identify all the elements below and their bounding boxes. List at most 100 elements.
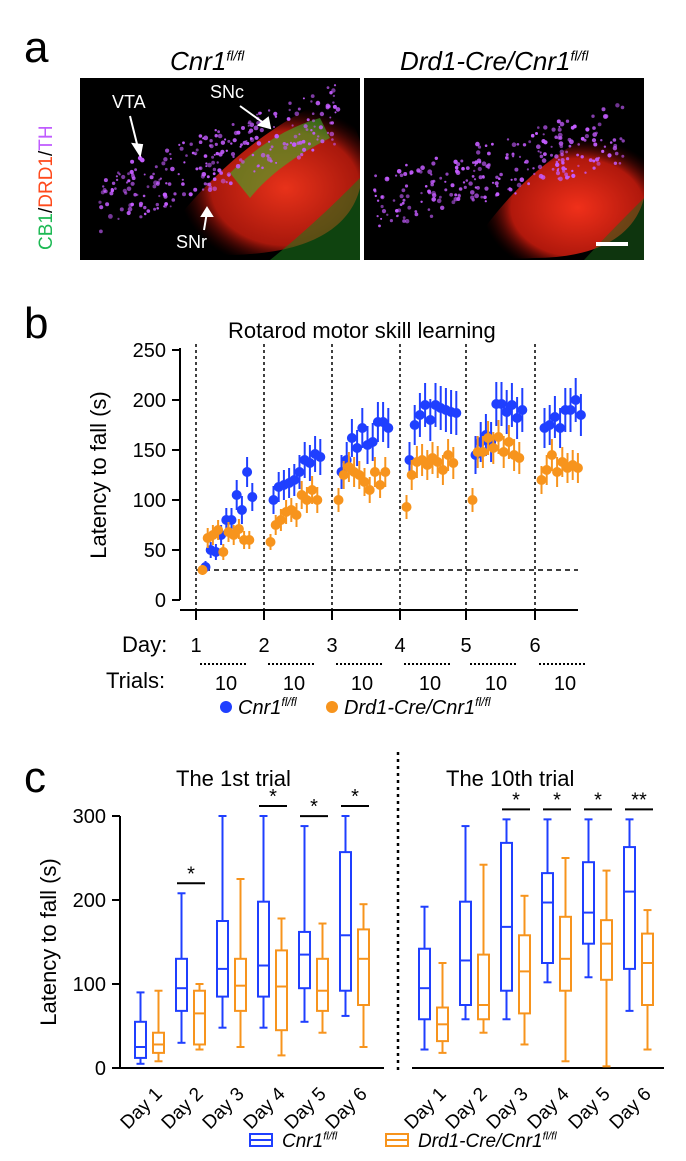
scale-bar bbox=[596, 242, 628, 246]
chart-b-point-s0-d1-t4 bbox=[289, 475, 300, 485]
chart-c-left-sig-label-c3: * bbox=[269, 786, 277, 808]
panel-b-letter: b bbox=[24, 299, 49, 348]
stain-label-2: DRD1 bbox=[36, 156, 57, 208]
chart-b-day-label-3: 4 bbox=[394, 635, 405, 657]
chart-c-left-box-s1-c4 bbox=[316, 957, 329, 1012]
chart-b-point-s0-d4-t9 bbox=[517, 405, 528, 415]
chart-b-point-s0-d5-t7 bbox=[575, 410, 586, 420]
chart-c-right-xtick-label-c1: Day 2 bbox=[442, 1084, 492, 1134]
chart-c-ytick-label-2: 200 bbox=[73, 890, 106, 912]
chart-b-ytick-label-5: 250 bbox=[133, 340, 166, 362]
stain-label-4: TH bbox=[36, 125, 57, 151]
chart-b-point-s1-d5-t3 bbox=[552, 467, 563, 477]
chart-c-left-xtick-label-c4: Day 5 bbox=[281, 1084, 331, 1134]
chart-c-left-xtick-label-c2: Day 3 bbox=[199, 1084, 249, 1134]
chart-c-right-box-s1-c1 bbox=[477, 953, 490, 1021]
chart-b-point-s0-d1-t0 bbox=[268, 495, 279, 505]
chart-c-ytick-label-3: 300 bbox=[73, 806, 106, 828]
chart-b-point-s0-d3-t3 bbox=[420, 400, 431, 410]
chart-b-ytick-label-1: 50 bbox=[144, 540, 166, 562]
chart-c-right-xtick-label-c4: Day 5 bbox=[565, 1084, 615, 1134]
label-snr: SNr bbox=[176, 232, 207, 252]
stain-label-1: / bbox=[36, 207, 57, 214]
chart-b-point-s0-d5-t6 bbox=[570, 395, 581, 405]
chart-b-point-s1-d3-t7 bbox=[437, 465, 448, 475]
chart-c-left-box-s0-c1 bbox=[175, 957, 188, 1012]
chart-b-legend-label-1: Drd1-Cre/Cnr1fl/fl bbox=[344, 695, 491, 719]
chart-b-point-s0-d0-t7 bbox=[236, 505, 247, 515]
chart-b-point-s1-d2-t1 bbox=[338, 470, 349, 480]
chart-b-day-label-4: 5 bbox=[460, 635, 471, 657]
chart-b-point-s1-d4-t4 bbox=[488, 443, 499, 453]
panel-c-letter: c bbox=[24, 753, 46, 802]
chart-b-point-s1-d4-t2 bbox=[477, 447, 488, 457]
chart-c-right-box-s0-c5 bbox=[623, 846, 636, 970]
chart-b-point-s1-d3-t0 bbox=[401, 502, 412, 512]
panel-a-right-title: Drd1-Cre/Cnr1fl/fl bbox=[400, 46, 588, 77]
chart-c-left-box-s0-c4 bbox=[298, 930, 311, 990]
chart-c-right-title: The 10th trial bbox=[446, 766, 574, 791]
chart-c-right-xtick-label-c2: Day 3 bbox=[483, 1084, 533, 1134]
chart-b-point-s0-d5-t2 bbox=[549, 412, 560, 422]
chart-b-point-s1-d5-t7 bbox=[572, 463, 583, 473]
chart-c-legend-label-0: Cnr1fl/fl bbox=[282, 1130, 338, 1152]
chart-b-day-label-0: 1 bbox=[190, 635, 201, 657]
chart-c-left-box-s0-c3 bbox=[257, 900, 270, 998]
chart-c-left-xtick-label-c0: Day 1 bbox=[117, 1084, 167, 1134]
chart-b-ytick-label-0: 0 bbox=[155, 590, 166, 612]
left-title-sup: fl/fl bbox=[226, 47, 245, 64]
chart-b-point-s0-d2-t6 bbox=[367, 437, 378, 447]
chart-b-point-s1-d4-t3 bbox=[483, 433, 494, 443]
chart-c-left-title: The 1st trial bbox=[176, 766, 291, 791]
left-title-text: Cnr1 bbox=[170, 46, 227, 76]
chart-c-right-box-s0-c2 bbox=[500, 841, 513, 992]
chart-c-left-xtick-label-c1: Day 2 bbox=[158, 1084, 208, 1134]
chart-c-left-box-s0-c2 bbox=[216, 920, 229, 998]
chart-c-right-box-s0-c0 bbox=[418, 947, 431, 1021]
chart-c-left-xtick-label-c5: Day 6 bbox=[322, 1084, 372, 1134]
chart-c-left-box-s1-c5 bbox=[357, 928, 370, 1006]
chart-b-point-s1-d0-t9 bbox=[244, 535, 255, 545]
stain-label-3: / bbox=[36, 150, 57, 157]
boxplot-chart: The 1st trial The 10th trial Latency to fa… bbox=[36, 752, 664, 1152]
chart-b-legend-label-0: Cnr1fl/fl bbox=[238, 695, 297, 719]
chart-b-point-s1-d0-t7 bbox=[233, 524, 244, 534]
chart-b-trials-count-5: 10 bbox=[554, 673, 576, 695]
chart-b-point-s0-d4-t5 bbox=[496, 399, 507, 409]
chart-b-point-s0-d2-t4 bbox=[357, 423, 368, 433]
chart-b-point-s1-d3-t8 bbox=[443, 450, 454, 460]
chart-c-right-box-s0-c3 bbox=[541, 872, 554, 964]
chart-b-point-s1-d2-t6 bbox=[364, 485, 375, 495]
chart-b-point-s1-d1-t5 bbox=[291, 510, 302, 520]
chart-c-left-box-s1-c3 bbox=[275, 949, 288, 1032]
chart-b-point-s1-d2-t9 bbox=[380, 467, 391, 477]
chart-b-point-s0-d1-t5 bbox=[294, 467, 305, 477]
chart-b-point-s0-d1-t9 bbox=[315, 452, 326, 462]
chart-b-day-label-5: 6 bbox=[529, 635, 540, 657]
chart-b-title: Rotarod motor skill learning bbox=[228, 318, 496, 343]
chart-b-ytick-label-2: 100 bbox=[133, 490, 166, 512]
chart-b-point-s0-d5-t3 bbox=[555, 423, 566, 433]
stain-label-0: CB1 bbox=[36, 213, 57, 250]
chart-b-point-s1-d3-t6 bbox=[432, 457, 443, 467]
chart-b-point-s0-d1-t7 bbox=[304, 458, 315, 468]
chart-c-left-xtick-label-c3: Day 4 bbox=[240, 1083, 290, 1133]
micrograph-control bbox=[80, 78, 360, 260]
chart-c-left-box-s1-c1 bbox=[193, 989, 206, 1046]
chart-b-point-s0-d4-t8 bbox=[512, 413, 523, 423]
chart-c-left-sig-label-c4: * bbox=[310, 796, 318, 818]
chart-c-left-box-s1-c0 bbox=[152, 1031, 165, 1054]
chart-b-trials-count-2: 10 bbox=[351, 673, 373, 695]
chart-b-point-s1-d0-t0 bbox=[197, 565, 208, 575]
rotarod-chart: Rotarod motor skill learning Latency to f… bbox=[86, 318, 587, 719]
chart-b-point-s1-d1-t0 bbox=[265, 537, 276, 547]
chart-b-point-s0-d5-t5 bbox=[565, 405, 576, 415]
chart-b-point-s0-d0-t9 bbox=[247, 492, 258, 502]
chart-c-right-sig-label-c3: * bbox=[553, 789, 561, 811]
chart-c-right-box-s1-c5 bbox=[641, 932, 654, 1007]
chart-c-right-sig-label-c2: * bbox=[512, 789, 520, 811]
chart-c-left-sig-label-c1: * bbox=[187, 863, 195, 885]
chart-b-point-s1-d0-t3 bbox=[213, 525, 224, 535]
chart-c-ytick-label-1: 100 bbox=[73, 974, 106, 996]
chart-c-left-sig-label-c5: * bbox=[351, 786, 359, 808]
